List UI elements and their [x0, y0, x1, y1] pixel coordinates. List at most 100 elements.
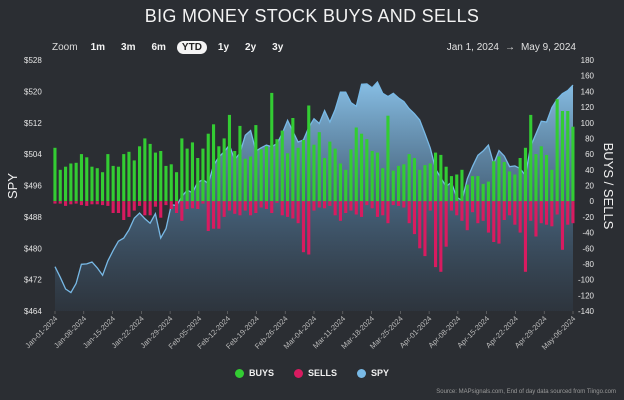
sells-bar[interactable] [375, 201, 379, 217]
buys-bar[interactable] [407, 154, 411, 202]
buys-bar[interactable] [101, 172, 105, 202]
sells-bar[interactable] [69, 201, 73, 205]
buys-bar[interactable] [529, 114, 533, 202]
buys-bar[interactable] [460, 169, 464, 202]
sells-bar[interactable] [328, 201, 332, 206]
buys-bar[interactable] [370, 151, 374, 202]
sells-bar[interactable] [153, 201, 157, 207]
buys-bar[interactable] [545, 154, 549, 202]
sells-bar[interactable] [164, 201, 168, 206]
sells-bar[interactable] [397, 201, 401, 206]
sells-bar[interactable] [555, 201, 559, 215]
legend-item-buys[interactable]: BUYS [234, 368, 274, 378]
sells-bar[interactable] [270, 201, 274, 213]
sells-bar[interactable] [444, 201, 448, 247]
sells-bar[interactable] [275, 201, 279, 203]
buys-bar[interactable] [508, 171, 512, 202]
sells-bar[interactable] [280, 201, 284, 216]
sells-bar[interactable] [381, 201, 385, 216]
sells-bar[interactable] [64, 201, 68, 206]
buys-bar[interactable] [291, 118, 295, 202]
sells-bar[interactable] [196, 201, 200, 209]
sells-bar[interactable] [312, 201, 316, 211]
sells-bar[interactable] [529, 201, 533, 221]
sells-bar[interactable] [566, 201, 570, 225]
buys-bar[interactable] [523, 147, 527, 202]
sells-bar[interactable] [550, 201, 554, 227]
buys-bar[interactable] [476, 176, 480, 202]
date-range-to[interactable]: May 9, 2024 [520, 42, 576, 53]
buys-bar[interactable] [190, 142, 194, 202]
buys-bar[interactable] [402, 164, 406, 202]
sells-bar[interactable] [307, 201, 311, 255]
buys-bar[interactable] [539, 146, 543, 202]
buys-bar[interactable] [132, 160, 136, 202]
buys-bar[interactable] [116, 166, 120, 202]
buys-bar[interactable] [111, 165, 115, 202]
buys-bar[interactable] [365, 139, 369, 202]
buys-bar[interactable] [227, 114, 231, 202]
buys-bar[interactable] [201, 148, 205, 202]
sells-bar[interactable] [201, 201, 205, 204]
sells-bar[interactable] [243, 201, 247, 211]
buys-bar[interactable] [79, 154, 83, 202]
buys-bar[interactable] [465, 184, 469, 202]
sells-bar[interactable] [439, 201, 443, 272]
sells-bar[interactable] [227, 201, 231, 211]
zoom-1y-button[interactable]: 1y [217, 42, 230, 53]
sells-bar[interactable] [365, 201, 369, 206]
buys-bar[interactable] [349, 149, 353, 202]
buys-bar[interactable] [486, 181, 490, 202]
buys-bar[interactable] [175, 172, 179, 202]
buys-bar[interactable] [354, 127, 358, 202]
sells-bar[interactable] [402, 201, 406, 208]
sells-bar[interactable] [291, 201, 295, 219]
buys-bar[interactable] [275, 139, 279, 202]
buys-bar[interactable] [550, 169, 554, 202]
zoom-1m-button[interactable]: 1m [90, 42, 106, 53]
buys-bar[interactable] [212, 124, 216, 202]
sells-bar[interactable] [354, 201, 358, 215]
buys-bar[interactable] [375, 152, 379, 202]
buys-bar[interactable] [148, 143, 152, 202]
sells-bar[interactable] [106, 201, 110, 206]
buys-bar[interactable] [534, 154, 538, 202]
buys-bar[interactable] [206, 133, 210, 202]
sells-bar[interactable] [407, 201, 411, 224]
sells-bar[interactable] [370, 201, 374, 209]
buys-bar[interactable] [513, 174, 517, 202]
sells-bar[interactable] [127, 201, 131, 217]
sells-bar[interactable] [175, 201, 179, 213]
date-range-from[interactable]: Jan 1, 2024 [446, 42, 499, 53]
buys-bar[interactable] [243, 158, 247, 202]
sells-bar[interactable] [159, 201, 163, 218]
buys-bar[interactable] [471, 176, 475, 202]
sells-bar[interactable] [471, 201, 475, 213]
buys-bar[interactable] [317, 132, 321, 202]
buys-bar[interactable] [180, 138, 184, 202]
buys-bar[interactable] [518, 158, 522, 202]
buys-bar[interactable] [264, 146, 268, 202]
sells-bar[interactable] [523, 201, 527, 272]
buys-bar[interactable] [455, 174, 459, 202]
sells-bar[interactable] [492, 201, 496, 242]
buys-bar[interactable] [423, 165, 427, 202]
buys-bar[interactable] [259, 149, 263, 202]
buys-bar[interactable] [555, 99, 559, 202]
buys-bar[interactable] [159, 151, 163, 202]
sells-bar[interactable] [169, 201, 173, 209]
sells-bar[interactable] [238, 201, 242, 216]
sells-bar[interactable] [111, 201, 115, 213]
buys-bar[interactable] [338, 163, 342, 202]
buys-bar[interactable] [296, 147, 300, 202]
sells-bar[interactable] [539, 201, 543, 224]
sells-bar[interactable] [333, 201, 337, 216]
sells-bar[interactable] [249, 201, 253, 216]
buys-bar[interactable] [333, 148, 337, 202]
buys-bar[interactable] [566, 111, 570, 202]
sells-bar[interactable] [476, 201, 480, 224]
buys-bar[interactable] [58, 169, 62, 202]
buys-bar[interactable] [238, 125, 242, 202]
sells-bar[interactable] [58, 201, 62, 204]
buys-bar[interactable] [323, 158, 327, 202]
